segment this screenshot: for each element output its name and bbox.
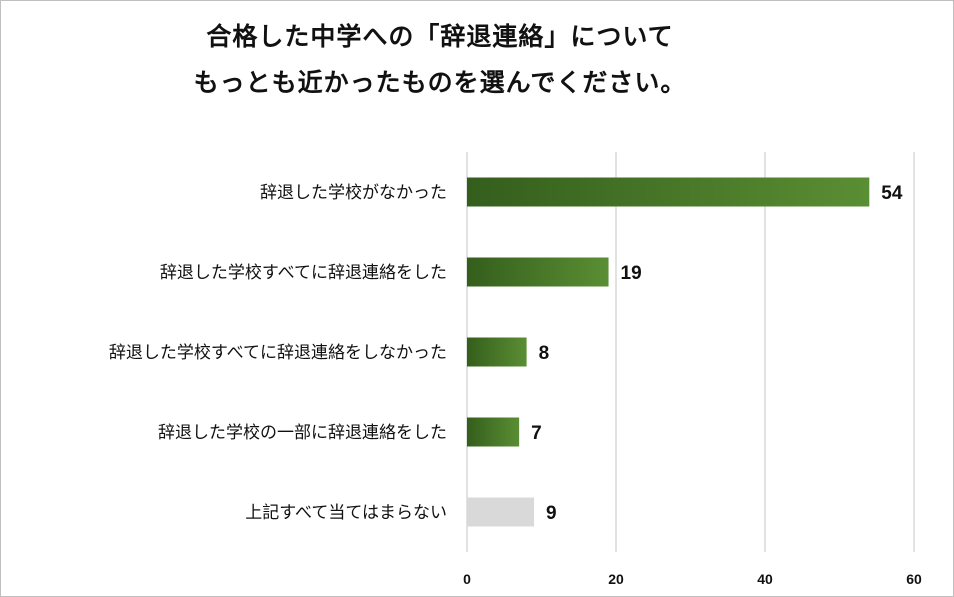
gridlines [466, 152, 915, 552]
value-label-2: 19 [621, 263, 642, 284]
chart-title-line-2: もっとも近かったものを選んでください。 [193, 68, 687, 97]
value-label-1: 54 [881, 183, 903, 204]
category-label-1: 辞退した学校がなかった [260, 183, 447, 203]
bar-1 [467, 177, 870, 207]
bar-2 [467, 257, 609, 287]
x-tick-label-60: 60 [906, 571, 922, 587]
value-label-3: 8 [539, 343, 550, 364]
category-label-5: 上記すべて当てはまらない [245, 503, 447, 523]
bar-3 [467, 337, 527, 367]
category-label-2: 辞退した学校すべてに辞退連絡をした [160, 263, 447, 283]
value-labels: 54 19 8 7 9 [531, 183, 903, 524]
chart-title: 合格した中学への「辞退連絡」について もっとも近かったものを選んでください。 [0, 14, 880, 106]
value-label-4: 7 [531, 423, 542, 444]
category-label-3: 辞退した学校すべてに辞退連絡をしなかった [109, 343, 447, 363]
x-axis-tick-labels: 0 20 40 60 [463, 571, 922, 587]
x-tick-label-0: 0 [463, 571, 471, 587]
bars [467, 177, 870, 527]
category-labels: 辞退した学校がなかった辞退した学校すべてに辞退連絡をした辞退した学校すべてに辞退… [109, 183, 447, 523]
x-tick-label-20: 20 [608, 571, 624, 587]
chart-title-line-1: 合格した中学への「辞退連絡」について [206, 22, 674, 51]
x-tick-label-40: 40 [757, 571, 773, 587]
bar-5 [467, 497, 535, 527]
value-label-5: 9 [546, 503, 557, 524]
bar-4 [467, 417, 520, 447]
category-label-4: 辞退した学校の一部に辞退連絡をした [158, 423, 447, 443]
